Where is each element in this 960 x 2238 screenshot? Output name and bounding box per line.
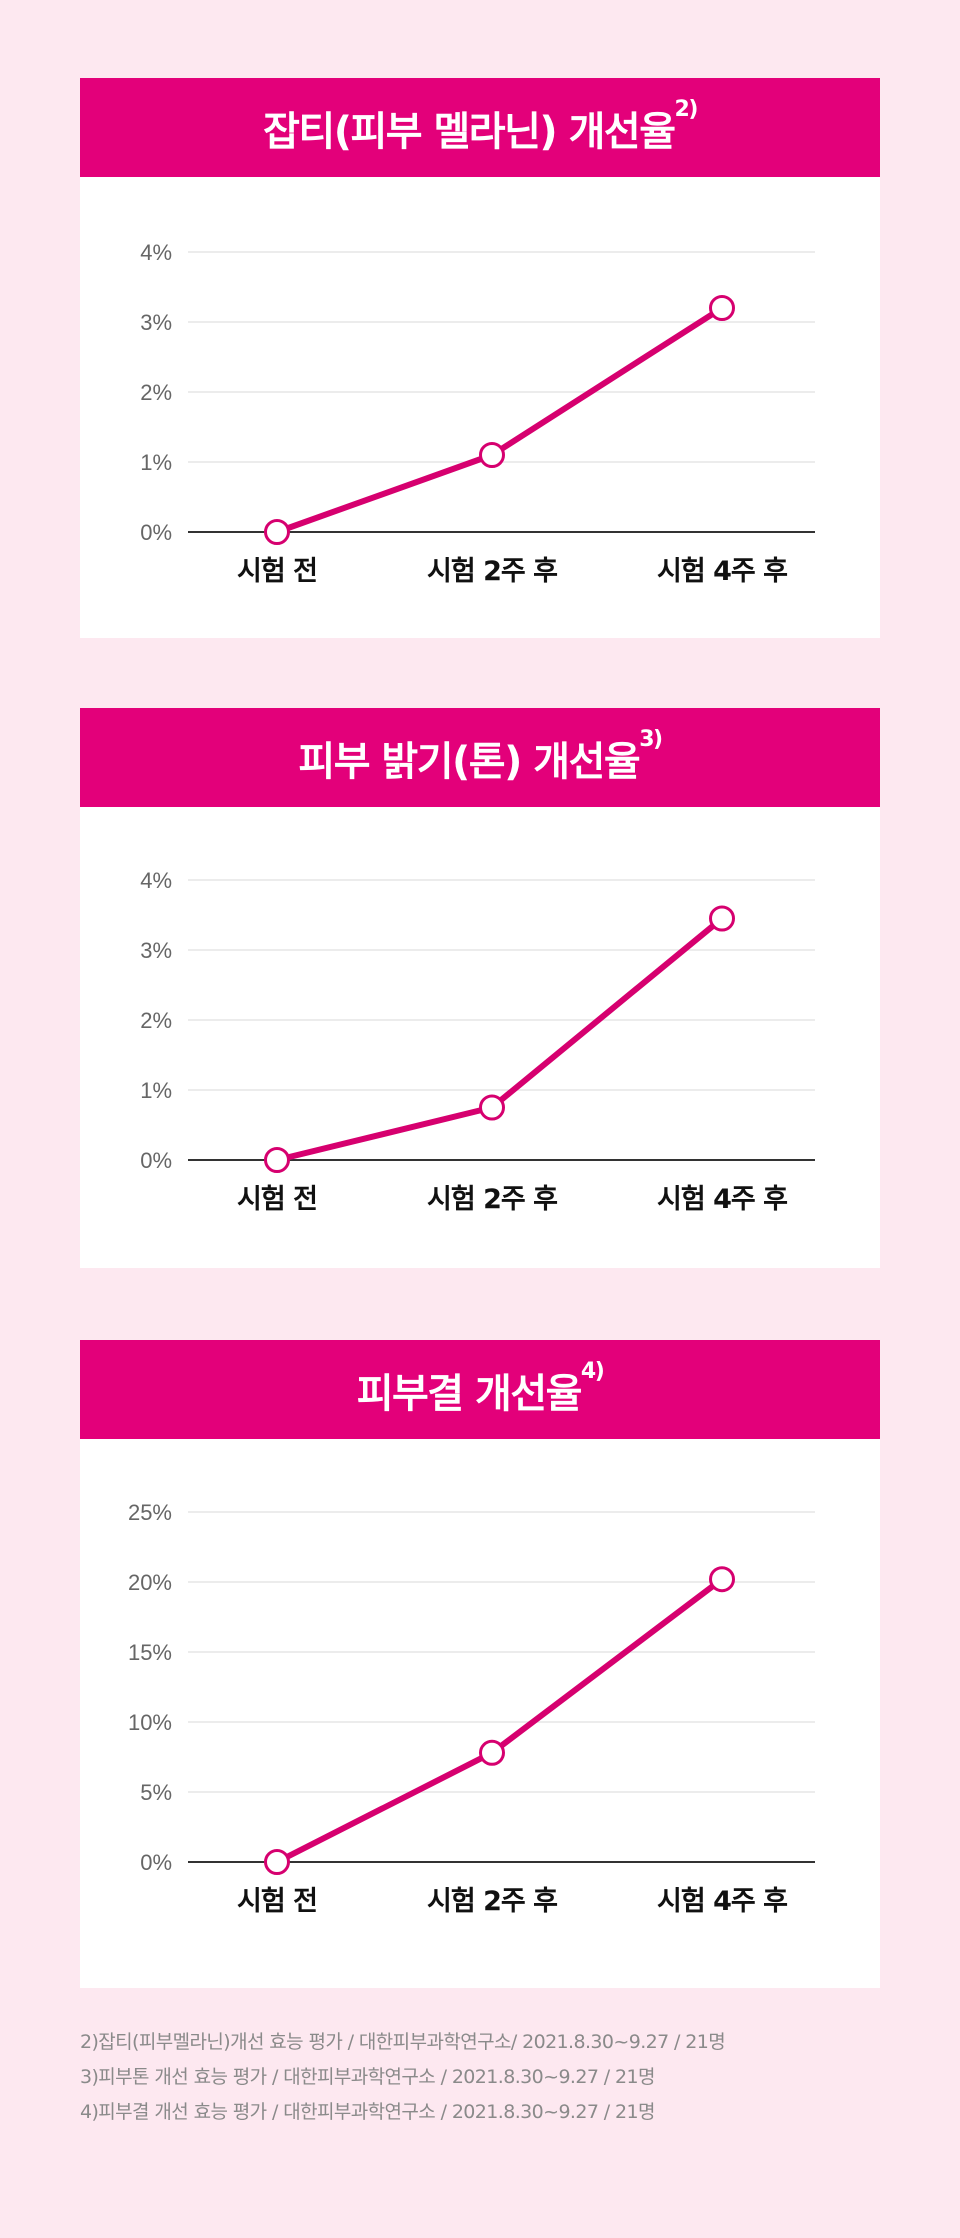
- x-tick-label: 시험 전: [237, 556, 317, 587]
- y-tick-label: 1%: [140, 450, 172, 475]
- chart-title: 잡티(피부 멜라닌) 개선율2): [263, 96, 699, 157]
- y-tick-label: 2%: [140, 1008, 172, 1033]
- x-tick-label: 시험 2주 후: [427, 1886, 557, 1917]
- y-tick-label: 0%: [140, 1148, 172, 1173]
- x-tick-label: 시험 4주 후: [657, 556, 787, 587]
- chart-title-text: 잡티(피부 멜라닌) 개선율: [263, 108, 676, 155]
- data-point: [709, 905, 735, 932]
- chart-card-brightness: 피부 밝기(톤) 개선율3) 0% 1% 2% 3% 4% 시험 전 시험 2주 후 시험 4…: [80, 708, 880, 1268]
- x-tick-label: 시험 2주 후: [427, 556, 557, 587]
- y-tick-label: 3%: [140, 310, 172, 335]
- y-tick-label: 0%: [140, 1850, 172, 1875]
- series-line: [274, 915, 725, 1163]
- chart-header: 피부 밝기(톤) 개선율3): [80, 708, 880, 807]
- y-tick-label: 10%: [128, 1710, 172, 1735]
- footnote: 2)잡티(피부멜라닌)개선 효능 평가 / 대한피부과학연구소/ 2021.8.…: [80, 2031, 726, 2053]
- chart-title-note: 2): [674, 96, 699, 122]
- y-tick-label: 15%: [128, 1640, 172, 1665]
- y-tick-label: 2%: [140, 380, 172, 405]
- y-tick-label: 0%: [140, 520, 172, 545]
- data-point: [709, 1566, 735, 1593]
- chart-title-text: 피부 밝기(톤) 개선율: [298, 738, 640, 785]
- y-tick-label: 3%: [140, 938, 172, 963]
- x-tick-label: 시험 전: [237, 1886, 317, 1917]
- data-point: [264, 1147, 290, 1173]
- line-chart: 0% 1% 2% 3% 4% 시험 전 시험 2주 후 시험 4주 후: [140, 868, 815, 1215]
- chart-title-note: 4): [580, 1358, 605, 1384]
- x-tick-label: 시험 4주 후: [657, 1886, 787, 1917]
- y-tick-label: 4%: [140, 868, 172, 893]
- chart-title: 피부결 개선율4): [356, 1358, 605, 1419]
- y-tick-label: 4%: [140, 240, 172, 265]
- line-chart: 0% 5% 10% 15% 20% 25% 시험 전 시험 2주 후 시험 4주 후: [128, 1500, 815, 1917]
- data-point: [264, 519, 290, 545]
- data-point: [479, 1739, 505, 1766]
- chart-header: 잡티(피부 멜라닌) 개선율2): [80, 78, 880, 177]
- footnote: 3)피부톤 개선 효능 평가 / 대한피부과학연구소 / 2021.8.30~9…: [80, 2066, 655, 2088]
- y-tick-label: 25%: [128, 1500, 172, 1525]
- chart-title: 피부 밝기(톤) 개선율3): [298, 726, 663, 787]
- data-point: [264, 1849, 290, 1875]
- y-tick-label: 20%: [128, 1570, 172, 1595]
- line-chart: 0% 1% 2% 3% 4% 시험 전 시험 2주 후 시험 4주 후: [140, 240, 815, 587]
- data-point: [709, 295, 735, 321]
- chart-header: 피부결 개선율4): [80, 1340, 880, 1439]
- data-point: [479, 1094, 505, 1121]
- x-tick-label: 시험 4주 후: [657, 1184, 787, 1215]
- chart-title-note: 3): [639, 726, 663, 752]
- data-point: [479, 442, 505, 468]
- series-line: [274, 1576, 725, 1865]
- series-line: [274, 305, 725, 535]
- footnote: 4)피부결 개선 효능 평가 / 대한피부과학연구소 / 2021.8.30~9…: [80, 2101, 655, 2123]
- y-tick-label: 1%: [140, 1078, 172, 1103]
- chart-card-texture: 피부결 개선율4) 0% 5% 10% 15% 20% 25% 시험 전 시험 2주 후 시험 …: [80, 1340, 880, 1988]
- y-tick-label: 5%: [140, 1780, 172, 1805]
- footnotes: 2)잡티(피부멜라닌)개선 효능 평가 / 대한피부과학연구소/ 2021.8.…: [80, 2025, 726, 2130]
- x-tick-label: 시험 2주 후: [427, 1184, 557, 1215]
- x-tick-label: 시험 전: [237, 1184, 317, 1215]
- chart-title-text: 피부결 개선율: [356, 1370, 583, 1417]
- chart-card-blemish: 잡티(피부 멜라닌) 개선율2) 0% 1% 2% 3% 4% 시험 전 시험 2주 후 시험…: [80, 78, 880, 638]
